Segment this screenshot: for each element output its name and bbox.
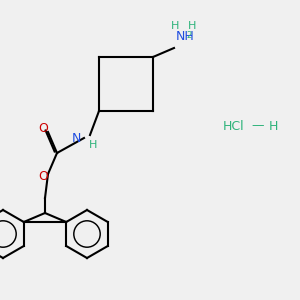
Text: 2: 2 bbox=[187, 32, 192, 40]
Text: O: O bbox=[39, 170, 48, 184]
Text: H: H bbox=[188, 22, 196, 32]
Text: H: H bbox=[268, 119, 278, 133]
Text: H: H bbox=[89, 140, 97, 151]
Text: N: N bbox=[72, 131, 81, 145]
Text: —: — bbox=[252, 119, 264, 133]
Text: NH: NH bbox=[176, 31, 194, 44]
Text: H: H bbox=[171, 22, 179, 32]
Text: O: O bbox=[39, 122, 48, 136]
Text: HCl: HCl bbox=[223, 119, 245, 133]
